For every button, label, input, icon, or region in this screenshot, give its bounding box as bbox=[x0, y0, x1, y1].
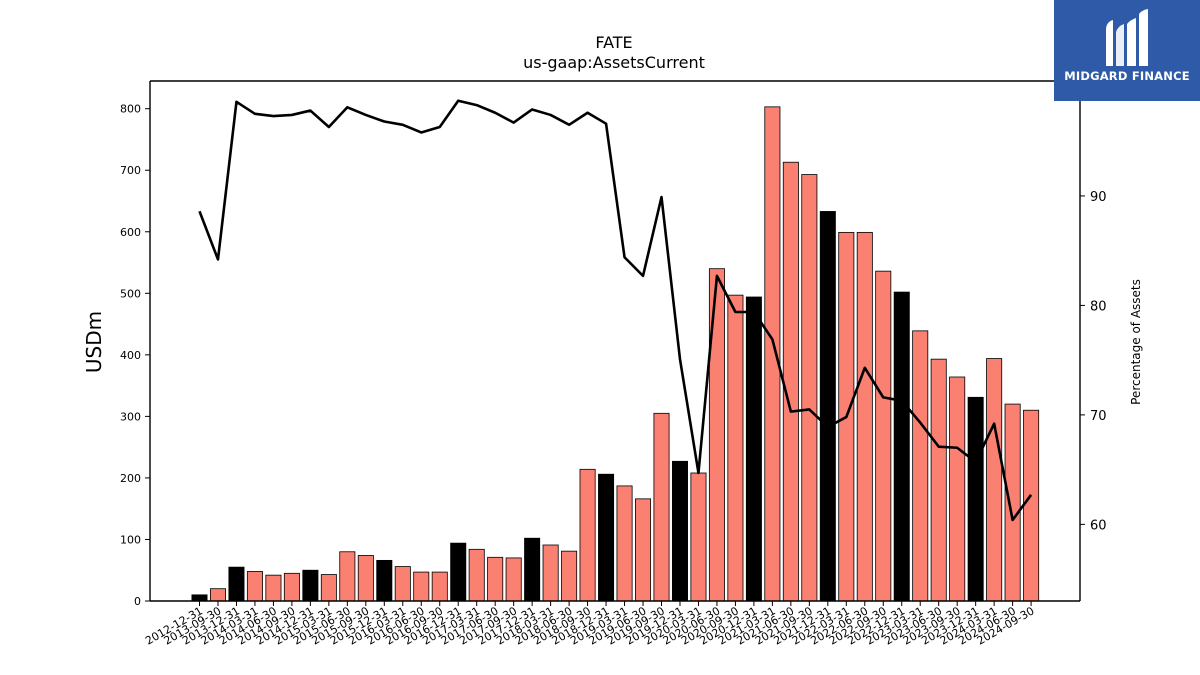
y-tick-label: 100 bbox=[120, 533, 141, 546]
y-tick-label: 800 bbox=[120, 103, 141, 116]
bar-2022-09-30 bbox=[875, 270, 892, 602]
y-tick-label: 700 bbox=[120, 164, 141, 177]
bar-2016-12-31 bbox=[450, 542, 467, 602]
bar-2019-06-30 bbox=[635, 498, 652, 602]
bar-2020-12-31 bbox=[745, 296, 762, 602]
bar-2021-12-31 bbox=[819, 211, 836, 602]
bar-2014-03-31 bbox=[246, 571, 263, 602]
axes-layer: 0100200300400500600700800607080902012-12… bbox=[120, 80, 1107, 648]
brand-logo: MIDGARD FINANCE bbox=[1054, 0, 1200, 101]
bar-2018-09-30 bbox=[579, 468, 596, 602]
bar-2012-12-31 bbox=[191, 594, 208, 602]
bar-2021-09-30 bbox=[801, 174, 818, 602]
bar-2024-06-30 bbox=[1004, 403, 1021, 602]
bar-2019-03-31 bbox=[616, 485, 633, 602]
bar-2021-03-31 bbox=[764, 106, 781, 602]
bar-2023-12-31 bbox=[967, 396, 984, 602]
bar-2023-03-31 bbox=[912, 330, 929, 602]
y-tick-label: 300 bbox=[120, 410, 141, 423]
bar-2015-09-30 bbox=[357, 555, 374, 602]
bar-2017-03-31 bbox=[468, 548, 485, 602]
bar-2019-09-30 bbox=[653, 412, 670, 602]
bar-2013-12-31 bbox=[228, 566, 245, 602]
y2-tick-label: 60 bbox=[1090, 518, 1107, 533]
bar-2018-06-30 bbox=[561, 550, 578, 602]
bar-2014-12-31 bbox=[302, 569, 319, 602]
bar-2024-09-30 bbox=[1023, 409, 1040, 602]
chart-subtitle: us-gaap:AssetsCurrent bbox=[523, 53, 705, 72]
bar-2021-06-30 bbox=[782, 161, 799, 602]
bar-2022-06-30 bbox=[856, 231, 873, 602]
bar-2017-06-30 bbox=[487, 556, 504, 602]
bar-2015-12-31 bbox=[376, 559, 393, 602]
bars-layer bbox=[191, 106, 1040, 602]
logo-text: MIDGARD FINANCE bbox=[1064, 69, 1190, 83]
bar-2020-03-31 bbox=[690, 472, 707, 602]
bar-2016-03-31 bbox=[394, 566, 411, 602]
bar-2013-09-30 bbox=[209, 588, 226, 602]
y-axis-label: USDm bbox=[82, 311, 106, 373]
bar-2018-12-31 bbox=[598, 473, 615, 602]
chart-title: FATE bbox=[595, 33, 632, 52]
y-tick-label: 200 bbox=[120, 472, 141, 485]
bar-2023-09-30 bbox=[949, 376, 966, 602]
bar-2014-09-30 bbox=[283, 572, 300, 602]
bar-2024-03-31 bbox=[986, 358, 1003, 602]
bar-2014-06-30 bbox=[265, 574, 282, 602]
line-layer bbox=[198, 99, 1033, 522]
bar-2022-12-31 bbox=[893, 291, 910, 602]
bar-2015-03-31 bbox=[320, 574, 337, 602]
bar-2017-12-31 bbox=[524, 537, 541, 602]
y-tick-label: 0 bbox=[134, 595, 141, 608]
bar-2020-09-30 bbox=[727, 294, 744, 602]
bar-2017-09-30 bbox=[505, 557, 522, 602]
y2-tick-label: 80 bbox=[1090, 299, 1107, 314]
logo-mark-icon bbox=[1106, 9, 1148, 66]
bar-2020-06-30 bbox=[708, 268, 725, 602]
y-tick-label: 600 bbox=[120, 226, 141, 239]
bar-2015-06-30 bbox=[339, 551, 356, 602]
bar-2019-12-31 bbox=[671, 460, 688, 602]
percentage-line bbox=[198, 99, 1033, 522]
y2-axis-label: Percentage of Assets bbox=[1129, 279, 1143, 405]
bar-2016-09-30 bbox=[431, 571, 448, 602]
bar-2018-03-31 bbox=[542, 544, 559, 602]
y-tick-label: 500 bbox=[120, 287, 141, 300]
y2-tick-label: 70 bbox=[1090, 409, 1107, 424]
y-tick-label: 400 bbox=[120, 349, 141, 362]
bar-2016-06-30 bbox=[413, 571, 430, 602]
y2-tick-label: 90 bbox=[1090, 190, 1107, 205]
bar-2023-06-30 bbox=[930, 358, 947, 602]
